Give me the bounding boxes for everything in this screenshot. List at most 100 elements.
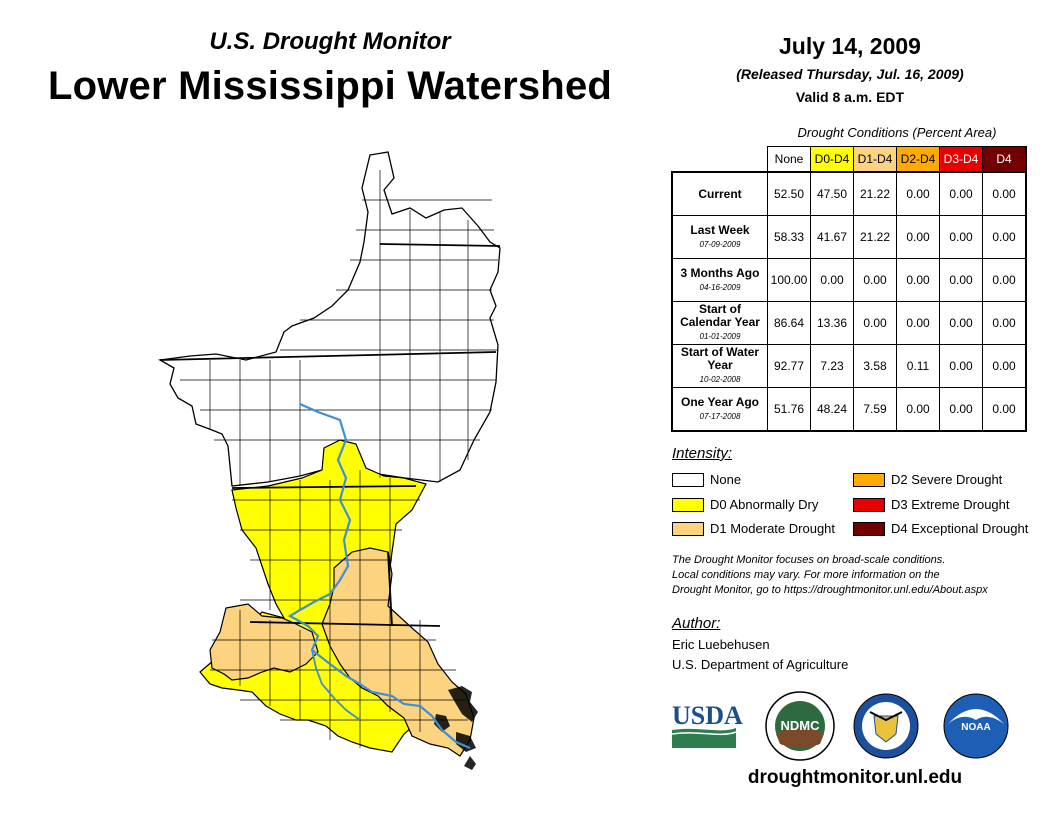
footer-url[interactable]: droughtmonitor.unl.edu — [747, 767, 963, 788]
map-title: Lower Mississippi Watershed — [47, 64, 613, 108]
map-subtitle: U.S. Drought Monitor — [209, 28, 451, 55]
legend-item: D3 Extreme Drought — [853, 497, 1010, 512]
noaa-logo: NOAA — [943, 693, 1009, 759]
table-cell: 0.00 — [939, 258, 983, 302]
col-header-none: None — [767, 146, 811, 173]
author-name: Eric Luebehusen — [672, 637, 770, 652]
coastal-marsh — [434, 686, 478, 770]
table-row: Current 52.50 47.50 21.22 0.00 0.00 0.00 — [671, 171, 1027, 216]
atchafalaya-river — [311, 649, 361, 721]
table-cell: 86.64 — [767, 301, 811, 345]
disclaimer-line: The Drought Monitor focuses on broad-sca… — [672, 554, 946, 566]
table-cell: 0.00 — [939, 344, 983, 388]
table-cell: 0.00 — [939, 387, 983, 432]
noaa-logo-text: NOAA — [961, 722, 990, 733]
state-borders — [159, 243, 501, 627]
table-cell: 0.00 — [939, 301, 983, 345]
logo-row: USDA NDMC NOAA — [671, 691, 1009, 761]
row-label-text: Current — [698, 186, 742, 201]
valid-time: Valid 8 a.m. EDT — [795, 89, 905, 105]
table-cell: 0.00 — [896, 387, 940, 432]
table-cell: 100.00 — [767, 258, 811, 302]
legend-item: D4 Exceptional Drought — [853, 521, 1028, 536]
legend-label: D0 Abnormally Dry — [710, 497, 819, 512]
table-cell: 0.00 — [810, 258, 854, 302]
author-org: U.S. Department of Agriculture — [672, 657, 849, 672]
legend-item: D0 Abnormally Dry — [672, 497, 818, 512]
county-lines — [180, 170, 498, 748]
table-cell: 0.11 — [896, 344, 940, 388]
table-cell: 21.22 — [853, 171, 897, 216]
drought-table: None D0-D4 D1-D4 D2-D4 D3-D4 D4 Current 5… — [671, 146, 1027, 432]
row-label-text: Last Week — [690, 222, 750, 237]
table-cell: 0.00 — [896, 171, 940, 216]
table-cell: 0.00 — [896, 258, 940, 302]
col-header-d0-d4: D0-D4 — [810, 146, 854, 173]
table-cell: 0.00 — [939, 171, 983, 216]
legend-label: D1 Moderate Drought — [710, 521, 836, 536]
disclaimer-line: Drought Monitor, go to https://droughtmo… — [672, 584, 988, 596]
row-date: 10-02-2008 — [699, 375, 741, 384]
legend-label: D3 Extreme Drought — [891, 497, 1010, 512]
legend-label: D4 Exceptional Drought — [891, 521, 1029, 536]
legend-item: D1 Moderate Drought — [672, 521, 835, 536]
ndmc-logo-text: NDMC — [781, 718, 821, 733]
row-label-text: Start of Calendar Year — [680, 302, 760, 329]
table-cell: 7.23 — [810, 344, 854, 388]
col-header-d1-d4: D1-D4 — [853, 146, 897, 173]
table-cell: 92.77 — [767, 344, 811, 388]
table-caption: Drought Conditions (Percent Area) — [797, 125, 997, 140]
table-cell: 0.00 — [982, 215, 1027, 259]
disclaimer-line: Local conditions may vary. For more info… — [672, 569, 940, 581]
table-row: Start of Water Year 10-02-2008 92.77 7.23 3.… — [671, 344, 1027, 388]
table-cell: 3.58 — [853, 344, 897, 388]
table-cell: 48.24 — [810, 387, 854, 432]
row-date: 01-01-2009 — [699, 332, 741, 341]
usda-logo: USDA — [671, 701, 743, 748]
table-cell: 0.00 — [853, 258, 897, 302]
row-date: 04-16-2009 — [699, 282, 741, 292]
row-label-text: Start of Water Year — [680, 345, 760, 372]
row-label: Last Week 07-09-2009 — [671, 215, 768, 259]
row-label: One Year Ago 07-17-2008 — [671, 387, 768, 432]
table-cell: 51.76 — [767, 387, 811, 432]
legend-item: None — [672, 472, 741, 487]
author-heading: Author: — [672, 615, 721, 632]
table-row: Start of Calendar Year 01-01-2009 86.64 13.… — [671, 301, 1027, 345]
legend-label: None — [710, 472, 742, 487]
table-cell: 0.00 — [982, 344, 1027, 388]
ndmc-logo: NDMC — [765, 691, 835, 761]
table-cell: 52.50 — [767, 171, 811, 216]
table-row: 3 Months Ago 04-16-2009 100.00 0.00 0.00 0.00… — [671, 258, 1027, 302]
map-date: July 14, 2009 — [779, 33, 921, 59]
table-cell: 0.00 — [982, 171, 1027, 216]
table-row: One Year Ago 07-17-2008 51.76 48.24 7.59 0.00… — [671, 387, 1027, 432]
table-cell: 0.00 — [982, 258, 1027, 302]
region-none — [158, 151, 501, 487]
table-cell: 0.00 — [939, 215, 983, 259]
table-cell: 0.00 — [982, 387, 1027, 432]
table-cell: 13.36 — [810, 301, 854, 345]
legend-swatch-d1 — [672, 521, 704, 536]
legend-swatch-d2 — [853, 472, 885, 487]
col-header-d3-d4: D3-D4 — [939, 146, 983, 173]
commerce-seal — [853, 693, 919, 759]
row-date: 07-17-2008 — [699, 411, 741, 421]
table-row: Last Week 07-09-2009 58.33 41.67 21.22 0.00 0.… — [671, 215, 1027, 259]
table-cell: 0.00 — [853, 301, 897, 345]
disclaimer: The Drought Monitor focuses on broad-sca… — [672, 553, 1042, 598]
legend-heading: Intensity: — [672, 445, 733, 462]
table-cell: 0.00 — [896, 215, 940, 259]
table-cell: 41.67 — [810, 215, 854, 259]
row-label-text: 3 Months Ago — [680, 265, 760, 280]
table-cell: 47.50 — [810, 171, 854, 216]
col-header-d4: D4 — [982, 146, 1027, 173]
legend-swatch-none — [672, 472, 704, 487]
release-date: (Released Thursday, Jul. 16, 2009) — [736, 66, 964, 82]
table-cell: 0.00 — [896, 301, 940, 345]
drought-map — [158, 151, 501, 770]
row-date: 07-09-2009 — [699, 239, 741, 249]
row-label-text: One Year Ago — [680, 394, 760, 409]
usda-logo-text: USDA — [672, 701, 743, 730]
row-label: Current — [671, 171, 768, 216]
